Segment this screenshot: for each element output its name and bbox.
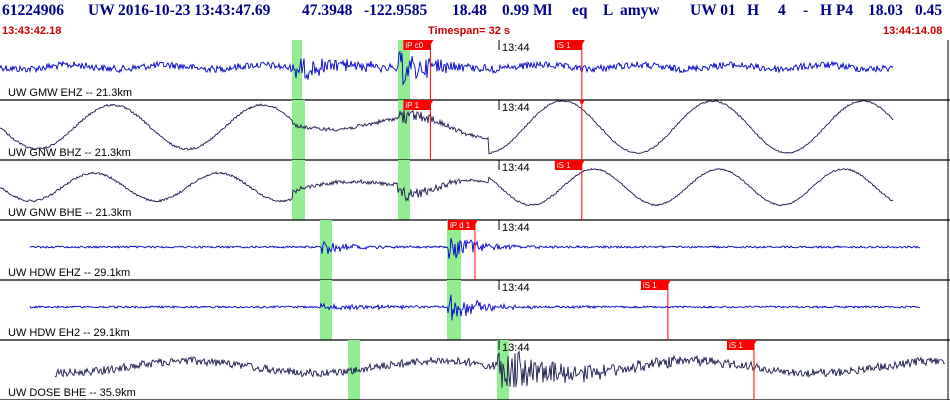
event-network: UW <box>88 2 115 19</box>
solution-source: UW 01 <box>690 2 736 19</box>
pick-flag-label: iP 1 <box>405 101 419 110</box>
pick-flag[interactable] <box>403 100 431 110</box>
timespan-label: Timespan= 32 s <box>428 25 511 37</box>
pick-window-highlight <box>447 220 461 280</box>
pick-arrow-icon <box>578 40 585 45</box>
review-flag: L <box>603 2 614 19</box>
channel-label: UW GNW BHZ -- 21.3km <box>8 147 131 159</box>
minute-tick-label: 13:44 <box>502 222 530 234</box>
event-header: 61224906 UW 2016-10-23 13:43:47.69 47.39… <box>0 0 950 40</box>
trace-panel[interactable]: 13:44 iP c0 iS 1 UW GMW EHZ -- 21.3km <box>0 40 950 101</box>
trace-panel[interactable]: 13:44 iP 1 UW GNW BHZ -- 21.3km <box>0 100 950 161</box>
event-id: 61224906 <box>2 2 64 19</box>
pick-flag-label: iP d 1 <box>450 221 471 230</box>
minute-tick-label: 13:44 <box>502 342 530 354</box>
pick-flag-label: iS 1 <box>729 341 743 350</box>
channel-label: UW GNW BHE -- 21.3km <box>8 207 131 219</box>
solution-quality: H <box>747 2 760 19</box>
header-dash: - <box>803 2 809 19</box>
trace-panel[interactable]: 13:44 iS 1 UW GNW BHE -- 21.3km <box>0 160 950 221</box>
time-range-bar: 13:43:42.18 Timespan= 32 s 13:44:14.08 <box>0 25 950 39</box>
seismogram-trace[interactable] <box>54 349 946 388</box>
pick-flag[interactable] <box>554 40 582 50</box>
channel-label: UW HDW EHZ -- 29.1km <box>8 267 130 279</box>
channel-label: UW HDW EH2 -- 29.1km <box>8 327 130 339</box>
event-latitude: 47.3948 <box>302 2 353 19</box>
channel-label: UW GMW EHZ -- 21.3km <box>8 87 132 99</box>
pick-flag[interactable] <box>727 340 754 350</box>
seismogram-trace[interactable] <box>29 294 921 321</box>
pick-arrow-icon <box>427 40 434 45</box>
trace-panel[interactable]: 13:44 iS 1 UW DOSE BHE -- 35.9km <box>0 340 950 400</box>
pick-window-highlight <box>320 220 332 280</box>
pick-flag-label: iS 1 <box>557 161 571 170</box>
event-magnitude: 0.99 Ml <box>502 2 552 19</box>
pick-arrow-icon <box>471 220 478 225</box>
minute-tick-label: 13:44 <box>502 282 530 294</box>
minute-tick-label: 13:44 <box>502 42 530 54</box>
start-time: 13:43:42.18 <box>2 25 62 37</box>
event-longitude: -122.9585 <box>364 2 428 19</box>
pick-window-highlight <box>320 280 332 340</box>
event-summary-line: 61224906 UW 2016-10-23 13:43:47.69 47.39… <box>2 2 948 22</box>
processing-type: H P4 <box>820 2 854 19</box>
seismogram-trace[interactable] <box>0 167 894 207</box>
pick-window-highlight <box>292 160 305 220</box>
minute-tick-label: 13:44 <box>502 162 530 174</box>
phase-count: 4 <box>778 2 786 19</box>
extra-value-1: 18.03 <box>868 2 903 19</box>
event-datetime: 2016-10-23 13:43:47.69 <box>118 2 271 19</box>
pick-arrow-icon <box>427 100 434 105</box>
event-depth: 18.48 <box>452 2 487 19</box>
pick-arrow-icon <box>578 100 585 105</box>
pick-flag[interactable] <box>403 40 431 50</box>
analyst-name: amyw <box>620 2 660 19</box>
pick-arrow-icon <box>751 340 757 345</box>
pick-flag-label: iS 1 <box>557 41 571 50</box>
minute-tick-label: 13:44 <box>502 102 530 114</box>
seismogram-trace[interactable] <box>0 100 894 155</box>
pick-flag[interactable] <box>554 160 582 170</box>
trace-panel[interactable]: 13:44 iS 1 UW HDW EH2 -- 29.1km <box>0 280 950 341</box>
pick-flag-label: iS 1 <box>643 281 657 290</box>
extra-value-2: 0.45 <box>915 2 943 19</box>
pick-flag-label: iP c0 <box>405 41 423 50</box>
pick-window-highlight <box>398 40 410 100</box>
pick-flag[interactable] <box>640 280 668 290</box>
end-time: 13:44:14.08 <box>883 25 943 37</box>
event-type: eq <box>572 2 588 19</box>
pick-window-highlight <box>292 100 305 160</box>
pick-flag[interactable] <box>447 220 475 230</box>
pick-arrow-icon <box>664 280 671 285</box>
pick-arrow-icon <box>578 160 585 165</box>
seismogram-trace[interactable] <box>0 50 894 86</box>
channel-label: UW DOSE BHE -- 35.9km <box>8 387 136 399</box>
trace-panel[interactable]: 13:44 iP d 1 UW HDW EHZ -- 29.1km <box>0 220 950 281</box>
